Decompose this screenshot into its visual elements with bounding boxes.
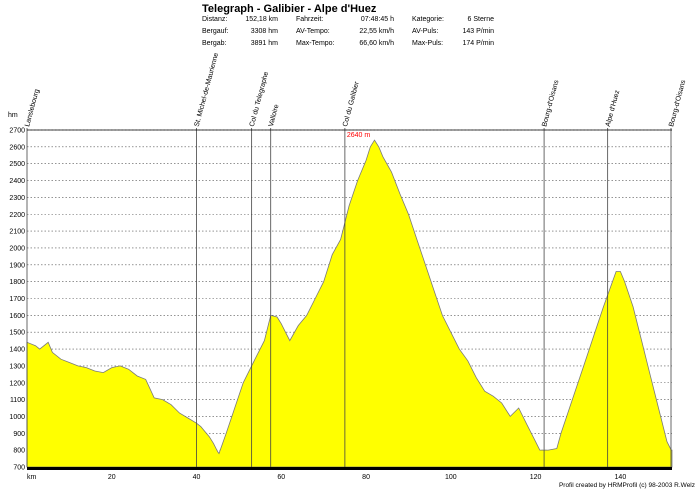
stat-value-max-speed: 66,60 km/h [359,40,394,47]
elevation-area [26,139,673,468]
stat-value-category: 6 Sterne [467,16,494,23]
y-tick-1800: 1800 [9,279,25,286]
y-tick-900: 900 [13,431,25,438]
x-tick-80: 80 [362,474,370,481]
x-tick-60: 60 [277,474,285,481]
stat-value-max-pulse: 174 P/min [462,40,494,47]
y-tick-2100: 2100 [9,229,25,236]
waypoint-label-6: Alpe d'Huez [605,89,622,128]
stat-value-distance: 152,18 km [245,16,278,23]
stat-label-category: Kategorie: [412,16,444,23]
x-tick-40: 40 [193,474,201,481]
waypoint-label-3: Valloire [268,104,281,128]
y-tick-1300: 1300 [9,363,25,370]
x-tick-20: 20 [108,474,116,481]
y-tick-2300: 2300 [9,195,25,202]
y-tick-1100: 1100 [10,397,25,404]
y-tick-1600: 1600 [9,313,25,320]
waypoint-label-1: St. Michel-de-Maurienne [194,52,221,128]
y-axis-label: hm [8,112,18,119]
x-axis-bar [27,467,672,470]
profile-title: Telegraph - Galibier - Alpe d'Huez [202,3,377,15]
waypoint-label-7: Bourg-d'Oisans [668,79,687,128]
stat-label-descent: Bergab: [202,40,227,47]
stat-value-ride-time: 07:48:45 h [360,16,394,23]
peak-elevation-label: 2640 m [347,132,371,139]
y-tick-1000: 1000 [9,414,25,421]
x-tick-labels: 20 40 60 80 100 120 140 [108,474,626,481]
stat-label-avg-speed: AV-Tempo: [296,28,330,35]
waypoint-label-5: Bourg-d'Oisans [541,79,560,128]
stat-value-descent: 3891 hm [250,40,278,47]
stat-value-avg-pulse: 143 P/min [462,28,494,35]
y-tick-2700: 2700 [9,128,25,135]
x-tick-100: 100 [445,474,457,481]
y-tick-700: 700 [13,465,25,472]
stat-label-climb: Bergauf: [202,28,229,35]
x-axis-label: km [27,474,37,481]
y-tick-1700: 1700 [9,296,25,303]
y-tick-1500: 1500 [9,330,25,337]
y-tick-2500: 2500 [9,161,25,168]
y-tick-2600: 2600 [9,144,25,151]
waypoint-label-4: Col du Galibier [342,80,361,127]
x-tick-120: 120 [530,474,542,481]
y-tick-labels: 700 800 900 1000 1100 1200 1300 1400 1500 1600 170… [9,128,25,472]
stat-value-climb: 3308 hm [250,28,278,35]
y-tick-2400: 2400 [9,178,25,185]
y-tick-800: 800 [13,448,25,455]
waypoint-labels: Lanslebourg St. Michel-de-Maurienne Col du… [24,52,687,128]
stat-label-ride-time: Fahrzeit: [296,16,324,23]
waypoint-label-2: Col du Telegraphe [249,71,270,128]
waypoint-lines [26,128,672,467]
credits-footer: Profil created by HRMProfil (c) 98-2003 … [559,482,695,489]
stat-value-avg-speed: 22,55 km/h [359,28,394,35]
y-tick-1400: 1400 [9,347,25,354]
y-tick-1200: 1200 [9,380,25,387]
x-tick-140: 140 [615,474,627,481]
waypoint-label-0: Lanslebourg [24,88,41,127]
stat-label-max-pulse: Max-Puls: [412,40,444,47]
stats-panel: Distanz: 152,18 km Bergauf: 3308 hm Berg… [0,0,700,60]
y-tick-1900: 1900 [9,262,25,269]
stat-label-distance: Distanz: [202,16,228,23]
y-tick-2200: 2200 [9,212,25,219]
stat-label-avg-pulse: AV-Puls: [412,28,439,35]
stat-label-max-speed: Max-Tempo: [296,40,335,47]
y-tick-2000: 2000 [9,245,25,252]
